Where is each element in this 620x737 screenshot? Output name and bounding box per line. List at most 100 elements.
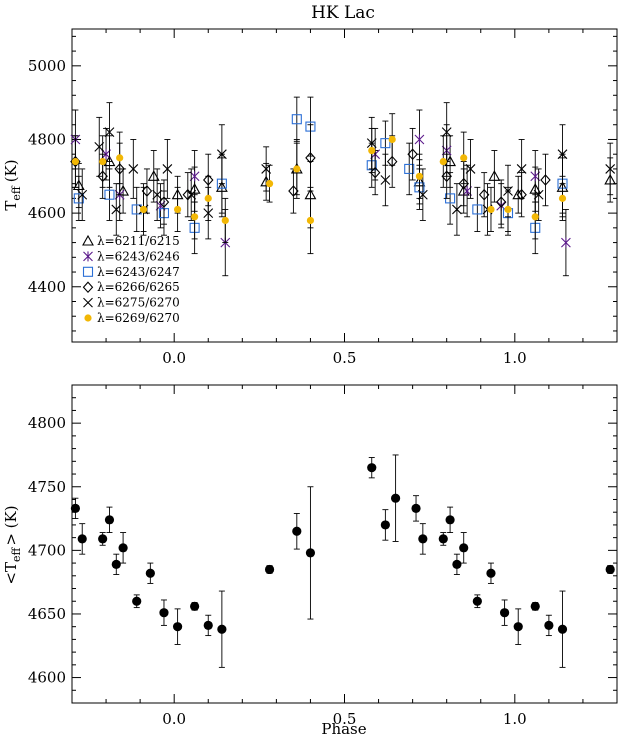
- data-point: [217, 624, 227, 634]
- data-point: [472, 204, 483, 215]
- x-axis-label: Phase: [321, 720, 366, 737]
- data-point: [159, 608, 169, 618]
- data-point: [367, 463, 377, 473]
- bottom-y-label-unit: > (K): [2, 505, 20, 545]
- data-point: [98, 534, 108, 544]
- x-tick-label: 1.0: [503, 710, 527, 728]
- data-point: [414, 134, 425, 145]
- data-point: [77, 189, 88, 200]
- data-point: [452, 204, 462, 215]
- data-point: [605, 564, 615, 575]
- data-point: [306, 216, 315, 225]
- legend-label: λ=6266/6265: [97, 280, 180, 294]
- legend-label: λ=6243/6246: [97, 249, 180, 263]
- data-point: [152, 189, 163, 200]
- series-5: [71, 113, 567, 255]
- y-tick-label: 4700: [28, 541, 66, 559]
- data-point: [411, 503, 421, 513]
- data-point: [530, 601, 540, 611]
- data-point: [390, 493, 401, 503]
- error-bar: [293, 96, 300, 142]
- data-point: [158, 196, 170, 208]
- legend-marker: [84, 314, 92, 322]
- data-point: [418, 534, 428, 544]
- y-tick-label: 4600: [28, 669, 66, 687]
- data-point: [221, 216, 229, 225]
- legend-marker: [82, 266, 94, 277]
- data-point: [444, 155, 457, 167]
- y-tick-label: 4750: [28, 478, 66, 496]
- data-point: [305, 152, 316, 164]
- data-point: [512, 188, 525, 200]
- legend-marker: [83, 251, 93, 262]
- top-panel: HK Lac 0.0 0.5 1.0 4400 4600 4800 5000 Teff (K)…: [2, 3, 618, 367]
- data-point: [139, 205, 148, 214]
- chart-title: HK Lac: [311, 3, 375, 23]
- data-point: [380, 175, 391, 185]
- legend-label: λ=6243/6247: [97, 265, 180, 279]
- data-point: [404, 163, 415, 174]
- data-point: [380, 138, 391, 149]
- bottom-y-label-sub: eff: [10, 546, 23, 562]
- legend-item: λ=6211/6215: [82, 234, 180, 248]
- error-bar: [406, 142, 413, 196]
- data-point: [116, 154, 124, 162]
- bottom-y-axis-label: <Teff> (K): [2, 505, 23, 584]
- data-point: [104, 515, 115, 525]
- series-4: [77, 102, 616, 240]
- x-tick-label: 1.0: [503, 349, 527, 367]
- data-point: [368, 146, 376, 155]
- data-point: [558, 194, 567, 202]
- legend-item: λ=6275/6270: [83, 296, 180, 310]
- data-point: [73, 193, 84, 204]
- data-point: [458, 177, 469, 190]
- legend-marker: [82, 234, 94, 246]
- data-point: [557, 149, 568, 160]
- data-point: [465, 164, 476, 174]
- legend-label: λ=6211/6215: [97, 234, 180, 248]
- data-point: [305, 548, 316, 558]
- legend-item: λ=6266/6265: [82, 280, 180, 294]
- data-point: [77, 534, 87, 544]
- error-bar: [542, 153, 549, 207]
- data-point: [71, 157, 80, 166]
- x-tick-label: 0.5: [333, 710, 357, 728]
- data-point: [407, 148, 418, 161]
- legend-item: λ=6269/6270: [84, 311, 180, 325]
- top-data-marks: [70, 96, 617, 277]
- data-point: [103, 155, 116, 167]
- top-axis-ticks: 0.0 0.5 1.0 4400 4600 4800 5000: [28, 29, 618, 367]
- data-point: [117, 184, 130, 196]
- data-point: [544, 620, 554, 631]
- y-tick-label: 4400: [28, 278, 66, 296]
- bottom-panel: 0.0 0.5 1.0 4600 4650 4700 4750 4800 <Teff> (K)…: [2, 384, 618, 737]
- bottom-axis-ticks: 0.0 0.5 1.0 4600 4650 4700 4750 4800: [28, 384, 618, 728]
- data-point: [557, 624, 568, 634]
- error-bar: [290, 168, 297, 214]
- error-bar: [307, 124, 314, 192]
- data-point: [147, 170, 160, 181]
- data-point: [504, 205, 512, 214]
- error-bar: [409, 127, 416, 181]
- data-point: [132, 596, 142, 606]
- legend-label: λ=6269/6270: [97, 311, 180, 325]
- data-point: [487, 205, 495, 214]
- data-point: [162, 164, 173, 174]
- x-tick-label: 0.5: [333, 349, 357, 367]
- bottom-data-marks: [70, 454, 615, 668]
- y-tick-label: 4800: [28, 130, 66, 148]
- y-tick-label: 4600: [28, 204, 66, 222]
- top-y-label-main: T: [2, 201, 20, 211]
- series-0: [70, 454, 615, 668]
- data-point: [531, 213, 539, 221]
- data-point: [388, 135, 396, 144]
- error-bar: [150, 150, 157, 203]
- data-point: [104, 189, 115, 200]
- data-point: [459, 543, 469, 553]
- data-point: [145, 568, 155, 578]
- y-tick-label: 5000: [28, 57, 66, 75]
- legend-label: λ=6275/6270: [97, 296, 180, 310]
- top-y-axis-label: Teff (K): [2, 159, 23, 210]
- data-point: [190, 601, 200, 611]
